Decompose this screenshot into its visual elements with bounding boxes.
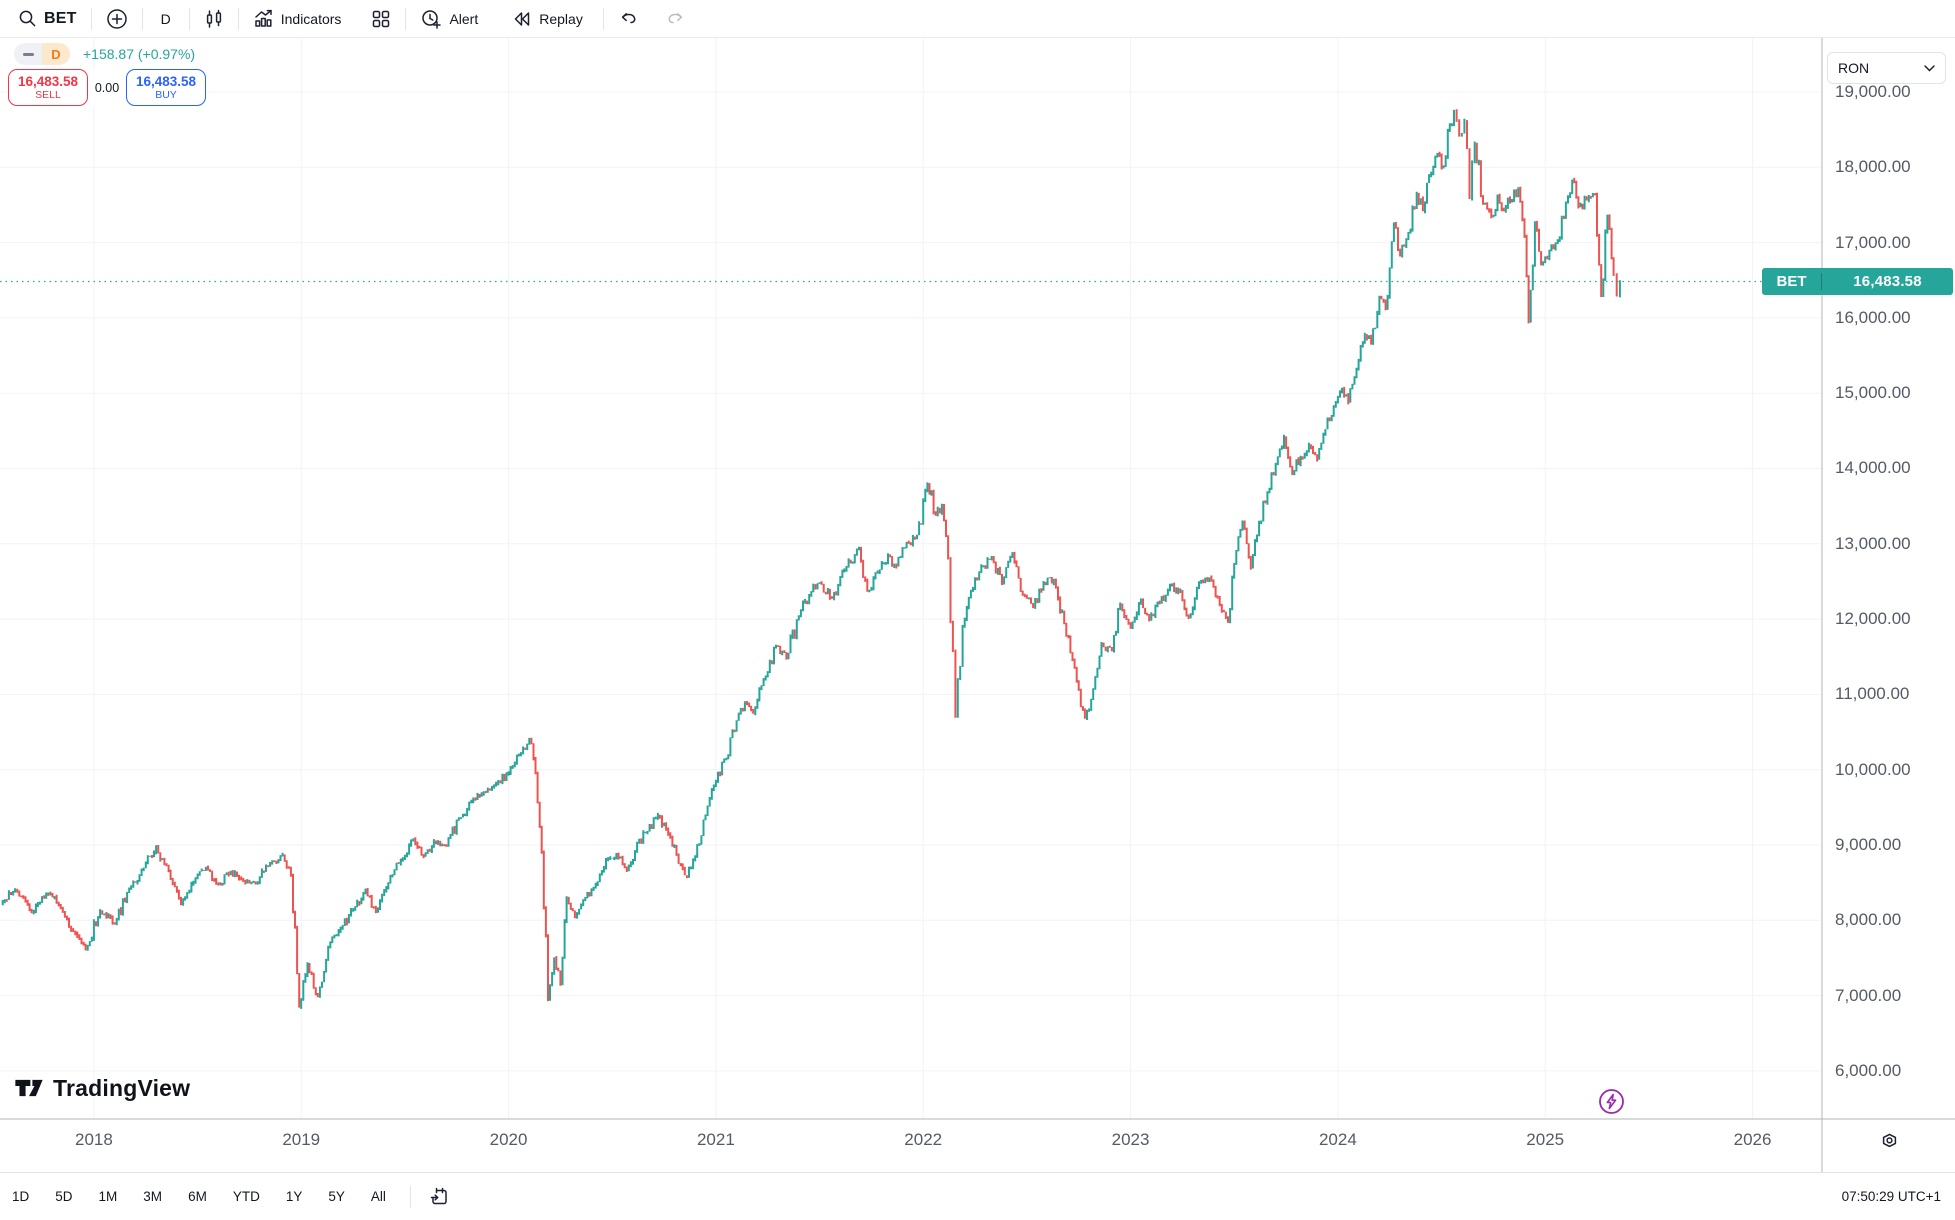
search-icon: [18, 9, 37, 28]
tradingview-watermark[interactable]: TradingView: [14, 1074, 190, 1102]
year-tick-label: 2025: [1526, 1130, 1565, 1149]
toolbar-divider: [602, 7, 604, 30]
toolbar-divider: [90, 7, 92, 30]
year-tick-label: 2021: [696, 1130, 735, 1149]
range-button-3m[interactable]: 3M: [143, 1189, 163, 1204]
top-toolbar: BET D Ind: [0, 0, 1955, 38]
range-button-5y[interactable]: 5Y: [328, 1189, 345, 1204]
price-tick-label: 11,000.00: [1835, 684, 1910, 704]
dash-icon: [22, 52, 34, 56]
symbol-search-button[interactable]: BET: [10, 9, 85, 28]
year-tick-label: 2019: [282, 1130, 321, 1149]
plus-circle-icon: [106, 8, 128, 30]
alert-label: Alert: [449, 10, 479, 27]
date-range-row: 1D 5D 1M 3M 6M YTD 1Y 5Y All: [12, 1189, 386, 1204]
price-tick-label: 15,000.00: [1835, 383, 1911, 403]
tradingview-logo-icon: [15, 1079, 43, 1097]
toolbar-divider: [141, 7, 143, 30]
candles-down: [5, 109, 1618, 1008]
price-tick-label: 6,000.00: [1835, 1060, 1902, 1080]
change-readout: +158.87 (+0.97%): [83, 46, 196, 62]
layout-grid-button[interactable]: [363, 9, 399, 29]
interval-badge[interactable]: D: [42, 43, 70, 65]
go-to-date-button[interactable]: [429, 1186, 450, 1207]
buy-label: BUY: [155, 89, 177, 102]
rewind-icon: [512, 9, 532, 29]
tag-price: 16,483.58: [1853, 272, 1922, 290]
year-tick-label: 2022: [904, 1130, 943, 1149]
price-tick-label: 12,000.00: [1835, 609, 1911, 629]
candlestick-icon: [204, 9, 224, 29]
price-tick-label: 8,000.00: [1835, 910, 1902, 930]
toolbar-divider: [237, 7, 239, 30]
range-button-6m[interactable]: 6M: [188, 1189, 207, 1204]
redo-arrow-icon: [664, 9, 686, 29]
range-button-1m[interactable]: 1M: [98, 1189, 118, 1204]
boost-flash-button[interactable]: [1598, 1088, 1625, 1115]
tag-symbol: BET: [1762, 272, 1822, 290]
symbol-name: BET: [44, 9, 77, 27]
buy-price: 16,483.58: [135, 73, 197, 89]
price-tick-label: 18,000.00: [1835, 157, 1911, 177]
currency-label: RON: [1838, 60, 1870, 76]
sell-button[interactable]: 16,483.58 SELL: [8, 69, 88, 106]
range-button-5d[interactable]: 5D: [55, 1189, 73, 1204]
redo-button[interactable]: [656, 9, 694, 29]
price-tick-label: 14,000.00: [1835, 458, 1911, 478]
last-price-tag: BET 16,483.58: [1762, 267, 1953, 295]
price-tick-label: 9,000.00: [1835, 834, 1902, 854]
indicators-label: Indicators: [280, 10, 342, 27]
price-tick-label: 10,000.00: [1835, 759, 1911, 779]
legend-toggle[interactable]: [14, 43, 42, 65]
currency-dropdown[interactable]: RON: [1827, 52, 1946, 84]
interval-button[interactable]: D: [160, 10, 171, 27]
year-tick-label: 2023: [1111, 1130, 1150, 1149]
indicators-icon: [253, 8, 274, 29]
chevron-down-icon: [1924, 64, 1935, 71]
price-tick-label: 7,000.00: [1835, 985, 1902, 1005]
year-tick-label: 2018: [74, 1130, 113, 1149]
calendar-arrow-icon: [430, 1187, 447, 1205]
axis-settings-gear-icon[interactable]: [1880, 1131, 1899, 1155]
year-tick-label: 2020: [489, 1130, 528, 1149]
lightning-icon: [1606, 1093, 1617, 1110]
bottom-toolbar: 1D 5D 1M 3M 6M YTD 1Y 5Y All 07:50:29 UTC+1: [0, 1172, 1955, 1220]
price-tick-label: 16,000.00: [1835, 307, 1911, 327]
spread-value: 0.00: [88, 69, 126, 106]
price-tick-label: 17,000.00: [1835, 232, 1911, 252]
sell-price: 16,483.58: [17, 73, 79, 89]
range-button-1d[interactable]: 1D: [12, 1189, 30, 1204]
chart-legend: D +158.87 (+0.97%): [14, 43, 195, 65]
range-button-ytd[interactable]: YTD: [232, 1189, 260, 1204]
sell-label: SELL: [35, 89, 61, 102]
toolbar-divider: [409, 1185, 411, 1208]
toolbar-divider: [405, 7, 407, 30]
alert-button[interactable]: Alert: [412, 8, 486, 30]
replay-label: Replay: [539, 10, 583, 27]
grid-layout-icon: [371, 9, 391, 29]
year-tick-label: 2026: [1733, 1130, 1772, 1149]
range-button-all[interactable]: All: [370, 1189, 386, 1204]
alert-clock-icon: [420, 8, 442, 30]
replay-button[interactable]: Replay: [504, 9, 591, 29]
candles-up: [1, 109, 1621, 1009]
undo-button[interactable]: [610, 9, 648, 29]
watermark-label: TradingView: [53, 1074, 191, 1101]
year-tick-label: 2024: [1318, 1130, 1357, 1149]
price-tick-label: 19,000.00: [1835, 81, 1911, 101]
range-button-1y[interactable]: 1Y: [285, 1189, 303, 1204]
buy-button[interactable]: 16,483.58 BUY: [126, 69, 206, 106]
legend-collapsed-pill[interactable]: D: [14, 43, 70, 65]
price-tick-label: 13,000.00: [1835, 533, 1911, 553]
undo-arrow-icon: [618, 9, 640, 29]
toolbar-divider: [188, 7, 190, 30]
chart-style-button[interactable]: [196, 9, 232, 29]
order-panel: 16,483.58 SELL 0.00 16,483.58 BUY: [8, 69, 206, 106]
clock-timezone-button[interactable]: 07:50:29 UTC+1: [1841, 1189, 1941, 1204]
compare-add-button[interactable]: [98, 8, 136, 30]
indicators-button[interactable]: Indicators: [245, 8, 350, 29]
